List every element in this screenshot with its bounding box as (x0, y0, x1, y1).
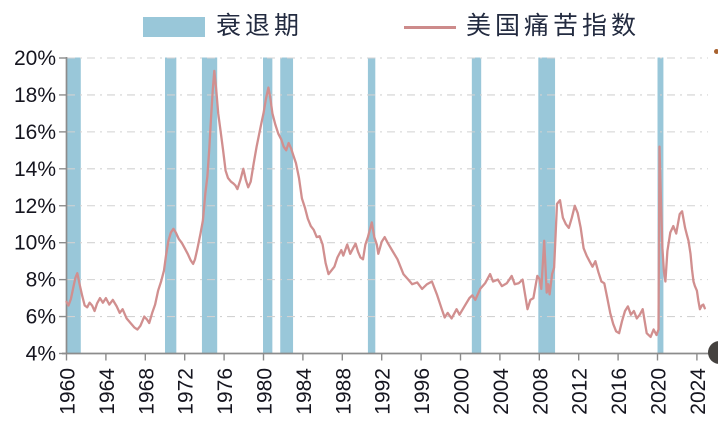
x-tick-label: 2020 (648, 368, 671, 415)
x-tick-label: 2016 (608, 368, 631, 415)
x-tick-label: 1976 (214, 368, 237, 415)
y-tick-label: 14% (14, 158, 56, 181)
x-tick-label: 2004 (490, 368, 513, 415)
recession-band (471, 57, 482, 354)
chart-legend: 衰退期 美国痛苦指数 (0, 0, 718, 46)
x-tick-label: 1960 (57, 368, 80, 415)
misery-index-line (65, 69, 706, 339)
x-tick-label: 1984 (293, 368, 316, 415)
x-tick-label: 1996 (411, 368, 434, 415)
y-tick-label: 4% (26, 343, 56, 366)
x-tick-label: 1988 (332, 368, 355, 415)
x-tick-label: 1968 (135, 368, 158, 415)
y-tick-label: 6% (26, 306, 56, 329)
x-tick-label: 2024 (687, 368, 710, 415)
y-tick-label: 12% (14, 195, 56, 218)
x-tick-label: 2012 (569, 368, 592, 415)
x-tick-label: 1992 (372, 368, 395, 415)
misery-line-swatch (404, 26, 456, 29)
y-tick-label: 20% (14, 47, 56, 70)
recession-band-swatch (143, 17, 205, 37)
x-tick-label: 2008 (529, 368, 552, 415)
x-tick-label: 2000 (451, 368, 474, 415)
y-tick-label: 16% (14, 121, 56, 144)
x-tick-label: 1980 (254, 368, 277, 415)
y-tick-label: 8% (26, 269, 56, 292)
x-tick-label: 1964 (96, 368, 119, 415)
corner-circle-artifact (708, 341, 718, 364)
misery-line-legend-label: 美国痛苦指数 (466, 13, 641, 40)
x-tick-label: 1972 (175, 368, 198, 415)
y-tick-label: 18% (14, 84, 56, 107)
small-dot-artifact (714, 49, 718, 54)
y-tick-label: 10% (14, 232, 56, 255)
recession-legend-label: 衰退期 (216, 13, 304, 40)
